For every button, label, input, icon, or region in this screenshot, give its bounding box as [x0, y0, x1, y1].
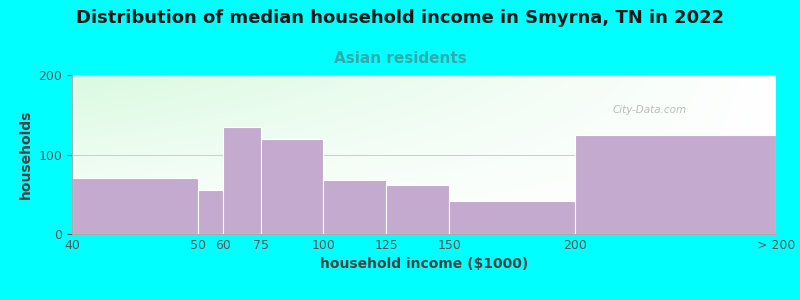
Bar [386, 185, 449, 234]
Y-axis label: households: households [19, 110, 33, 199]
Text: Distribution of median household income in Smyrna, TN in 2022: Distribution of median household income … [76, 9, 724, 27]
Bar [323, 180, 386, 234]
Bar [72, 178, 198, 234]
Bar [223, 127, 261, 234]
Bar [575, 135, 776, 234]
Bar [261, 139, 323, 234]
X-axis label: household income ($1000): household income ($1000) [320, 257, 528, 272]
Bar [449, 201, 575, 234]
Bar [198, 190, 223, 234]
Text: City-Data.com: City-Data.com [612, 105, 686, 115]
Text: Asian residents: Asian residents [334, 51, 466, 66]
